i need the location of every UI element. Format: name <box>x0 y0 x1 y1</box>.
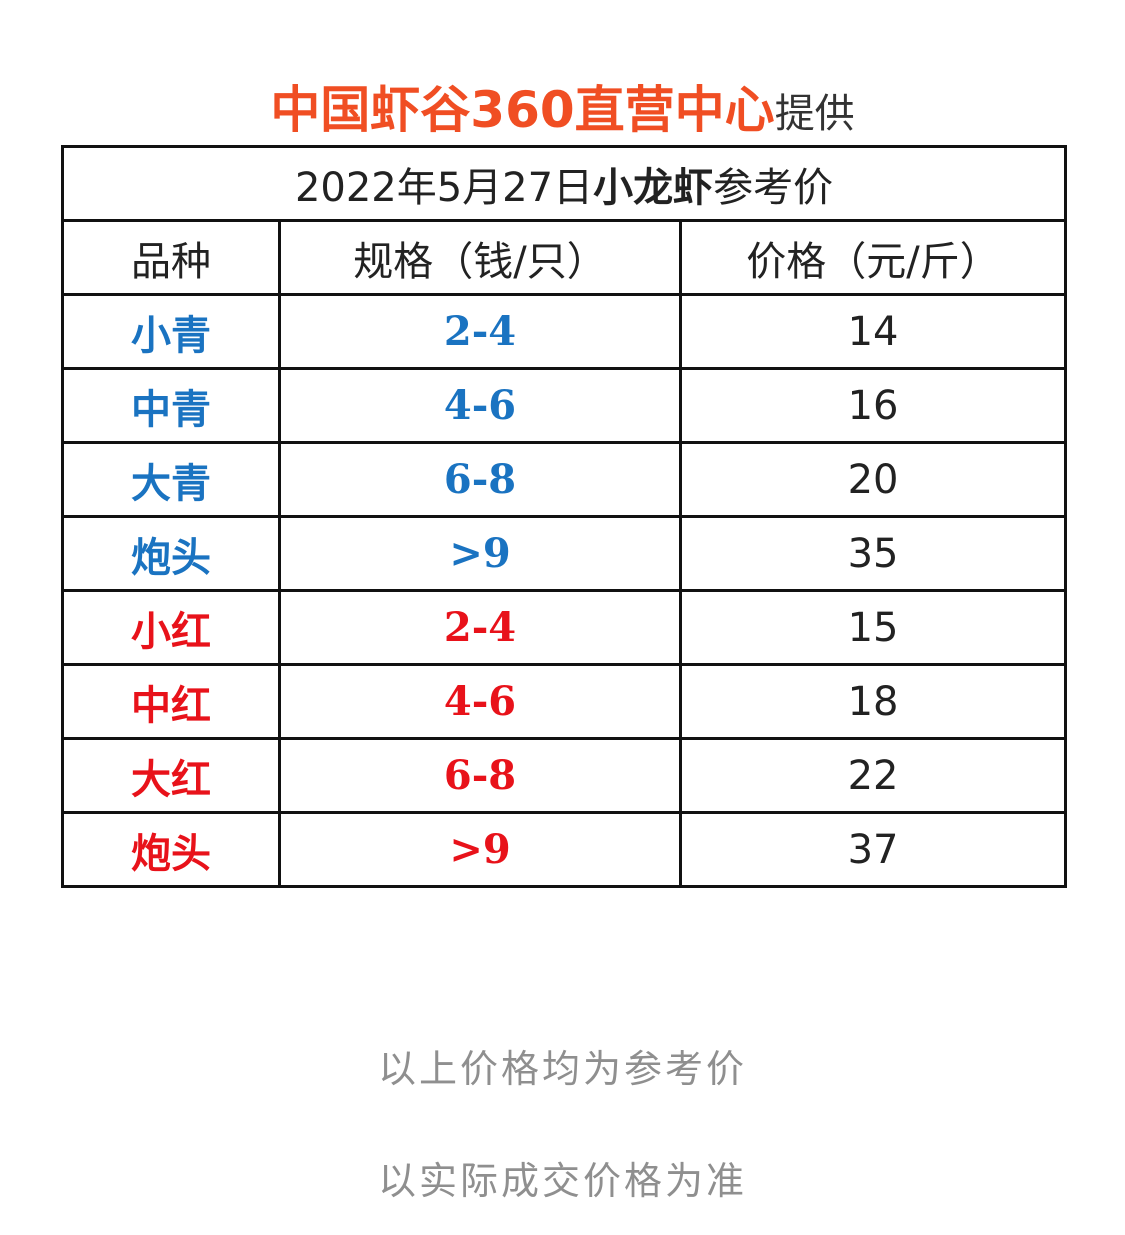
page-title: 中国虾谷360直营中心提供 <box>0 70 1125 142</box>
spec-cell: 6-8 <box>278 441 682 518</box>
variety-cell: 中青 <box>61 367 281 444</box>
variety-cell: 中红 <box>61 663 281 740</box>
spec-cell: >9 <box>278 811 682 888</box>
table-row: 中红 4-6 18 <box>61 663 1068 740</box>
table-row: 大青 6-8 20 <box>61 441 1068 518</box>
table-row: 小青 2-4 14 <box>61 293 1068 370</box>
caption-highlight: 小龙虾 <box>593 164 714 211</box>
spec-cell: 2-4 <box>278 589 682 666</box>
footnote-actual: 以实际成交价格为准 <box>377 1159 747 1203</box>
price-cell: 22 <box>678 737 1068 814</box>
price-cell: 14 <box>678 293 1068 370</box>
price-cell: 37 <box>678 811 1068 888</box>
price-cell: 16 <box>678 367 1068 444</box>
price-cell: 20 <box>678 441 1068 518</box>
price-table: 2022年5月27日小龙虾参考价 品种 规格（钱/只） 价格（元/斤） 小青 2… <box>60 145 1068 888</box>
spec-cell: 4-6 <box>278 367 682 444</box>
column-header-spec: 规格（钱/只） <box>278 219 682 296</box>
caption-tail: 参考价 <box>713 164 834 211</box>
title-main: 中国虾谷360直营中心 <box>270 81 775 139</box>
variety-cell: 小青 <box>61 293 281 370</box>
variety-cell: 大青 <box>61 441 281 518</box>
footnote-reference: 以上价格均为参考价 <box>377 1047 747 1091</box>
variety-cell: 炮头 <box>61 515 281 592</box>
spec-cell: 4-6 <box>278 663 682 740</box>
caption-date: 2022年5月27日 <box>294 164 594 211</box>
variety-cell: 炮头 <box>61 811 281 888</box>
title-suffix: 提供 <box>774 91 855 137</box>
price-cell: 35 <box>678 515 1068 592</box>
table-row: 大红 6-8 22 <box>61 737 1068 814</box>
spec-cell: 2-4 <box>278 293 682 370</box>
table-row: 小红 2-4 15 <box>61 589 1068 666</box>
variety-cell: 小红 <box>61 589 281 666</box>
variety-cell: 大红 <box>61 737 281 814</box>
spec-cell: 6-8 <box>278 737 682 814</box>
table-caption: 2022年5月27日小龙虾参考价 <box>60 145 1068 222</box>
table-row: 炮头 >9 35 <box>61 515 1068 592</box>
price-cell: 18 <box>678 663 1068 740</box>
table-header-row: 品种 规格（钱/只） 价格（元/斤） <box>61 219 1068 296</box>
price-cell: 15 <box>678 589 1068 666</box>
table-caption-row: 2022年5月27日小龙虾参考价 <box>60 145 1068 222</box>
table-row: 炮头 >9 37 <box>61 811 1068 888</box>
table-row: 中青 4-6 16 <box>61 367 1068 444</box>
column-header-variety: 品种 <box>61 219 281 296</box>
column-header-price: 价格（元/斤） <box>678 219 1068 296</box>
spec-cell: >9 <box>278 515 682 592</box>
